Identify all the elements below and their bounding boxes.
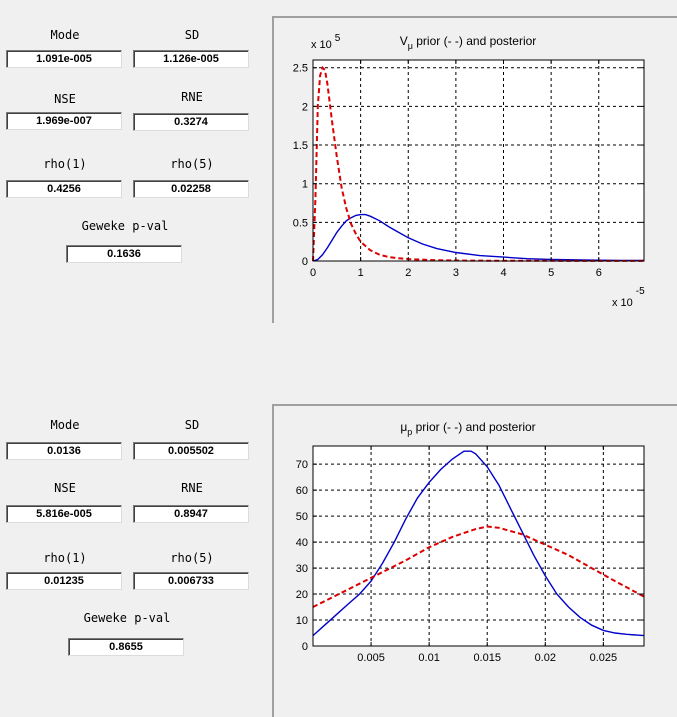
- chart-panel-top: 0 1 2 3 4 5 6 0 0.5 1 1.5 2 2.5 Vμ prior (- -) and po…: [272, 16, 677, 323]
- y-tick-label: 30: [296, 563, 308, 575]
- x-tick-label: 1: [358, 267, 364, 279]
- posterior-line: [312, 213, 645, 262]
- x-tick-label: 0.01: [418, 652, 439, 664]
- y-tick-label: 40: [296, 537, 308, 549]
- y-tick-label: 0: [302, 256, 308, 268]
- prior-line: [312, 65, 644, 262]
- rho5-label: rho(5): [170, 551, 214, 565]
- y-tick-label: 70: [296, 459, 308, 471]
- x-tick-label: 0: [310, 267, 316, 279]
- mode-label: Mode: [50, 28, 80, 42]
- axes-box: [312, 59, 645, 262]
- chart-panel-bottom: 0.005 0.01 0.015 0.02 0.025 0 10 20 30 40 50 60 70 μp…: [272, 404, 677, 717]
- y-tick-label: 1: [302, 179, 308, 191]
- rho1-label: rho(1): [43, 157, 87, 171]
- geweke-value: 0.1636: [66, 245, 182, 263]
- rho1-label: rho(1): [43, 551, 87, 565]
- x-tick-label: 4: [500, 267, 506, 279]
- x-tick-label: 0.025: [590, 652, 618, 664]
- x-tick-label: 0.02: [535, 652, 556, 664]
- y-tick-label: 2: [302, 101, 308, 113]
- x-exponent-label: x 10-5: [612, 286, 645, 309]
- rne-value: 0.8947: [133, 505, 249, 523]
- mode-label: Mode: [50, 418, 80, 432]
- y-exponent-label: x 105: [311, 33, 341, 51]
- rho5-value: 0.006733: [133, 572, 249, 590]
- geweke-label: Geweke p-val: [83, 611, 171, 625]
- rho5-label: rho(5): [170, 157, 214, 171]
- x-tick-label: 5: [548, 267, 554, 279]
- chart-top: 0 1 2 3 4 5 6 0 0.5 1 1.5 2 2.5 Vμ prior (- -) and po…: [293, 33, 645, 309]
- y-tick-label: 1.5: [293, 140, 308, 152]
- y-tick-label: 20: [296, 589, 308, 601]
- sd-value: 1.126e-005: [133, 50, 249, 68]
- x-tick-label: 0.015: [473, 652, 501, 664]
- chart-title: Vμ prior (- -) and posterior: [400, 34, 537, 51]
- nse-value: 1.969e-007: [6, 112, 122, 130]
- plot-area: [313, 446, 644, 646]
- mode-value: 0.0136: [6, 442, 122, 460]
- x-tick-label: 6: [596, 267, 602, 279]
- nse-label: NSE: [54, 92, 76, 106]
- sd-label: SD: [184, 28, 200, 42]
- x-tick-label: 3: [453, 267, 459, 279]
- x-tick-label: 0.005: [357, 652, 385, 664]
- geweke-value: 0.8655: [68, 638, 184, 656]
- rne-label: RNE: [181, 481, 203, 495]
- sd-value: 0.005502: [133, 442, 249, 460]
- rho1-value: 0.4256: [6, 180, 122, 198]
- geweke-label: Geweke p-val: [81, 219, 169, 233]
- rho1-value: 0.01235: [6, 572, 122, 590]
- y-tick-label: 0.5: [293, 217, 308, 229]
- rne-value: 0.3274: [133, 113, 249, 131]
- posterior-line: [312, 450, 645, 637]
- y-tick-label: 50: [296, 511, 308, 523]
- rne-label: RNE: [181, 90, 203, 104]
- nse-value: 5.816e-005: [6, 505, 122, 523]
- y-tick-label: 2.5: [293, 63, 308, 75]
- mode-value: 1.091e-005: [6, 50, 122, 68]
- y-tick-label: 60: [296, 485, 308, 497]
- plot-area: [313, 60, 644, 261]
- axes-box: [312, 445, 645, 647]
- chart-bottom: 0.005 0.01 0.015 0.02 0.025 0 10 20 30 40 50 60 70 μp…: [296, 420, 645, 664]
- sd-label: SD: [184, 418, 200, 432]
- nse-label: NSE: [54, 481, 76, 495]
- x-tick-label: 2: [405, 267, 411, 279]
- rho5-value: 0.02258: [133, 180, 249, 198]
- y-tick-label: 0: [302, 641, 308, 653]
- prior-line: [312, 525, 645, 608]
- chart-title: μp prior (- -) and posterior: [400, 420, 535, 437]
- y-tick-label: 10: [296, 615, 308, 627]
